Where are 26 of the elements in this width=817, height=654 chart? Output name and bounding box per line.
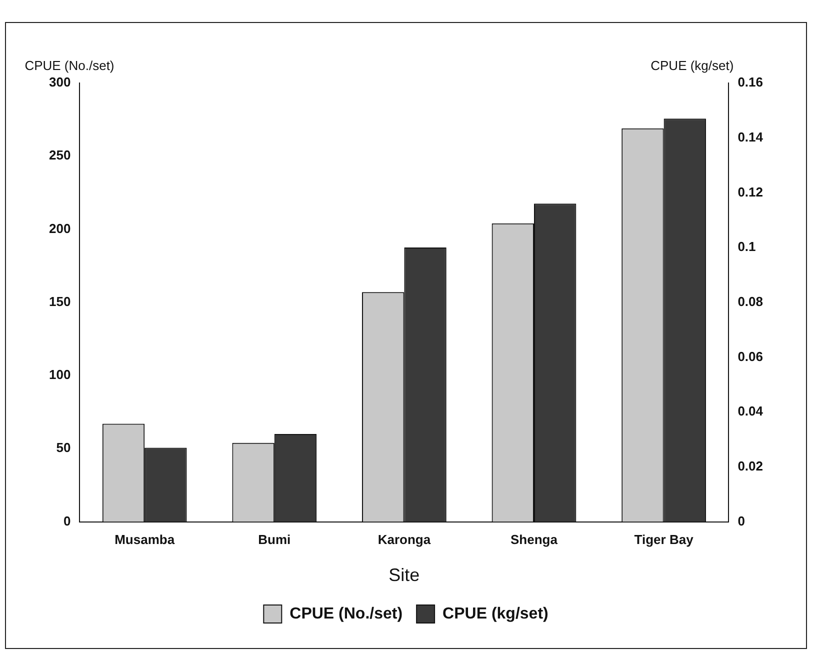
y2-tick-label: 0.06 <box>738 348 764 364</box>
y2-tick-label: 0.1 <box>738 239 756 254</box>
y2-tick-label: 0.08 <box>738 294 764 309</box>
y2-tick-label: 0.16 <box>738 74 764 90</box>
x-tick-label: Karonga <box>378 532 432 548</box>
y-axis-title: CPUE (No./set) <box>24 58 114 74</box>
y-tick-label: 50 <box>56 440 71 456</box>
y-tick-label: 200 <box>48 220 71 236</box>
y-tick-label: 100 <box>48 367 71 382</box>
y2-tick-label: 0.02 <box>738 458 764 474</box>
x-tick-label: Tiger Bay <box>634 532 694 548</box>
x-tick-label: Musamba <box>114 532 176 548</box>
y2-axis-title: CPUE (kg/set) <box>650 58 734 74</box>
x-tick-label: Bumi <box>258 532 291 548</box>
y-tick-label: 150 <box>48 294 71 309</box>
y2-tick-label: 0.14 <box>738 129 764 144</box>
x-tick-label: Shenga <box>510 532 558 548</box>
y-tick-label: 0 <box>63 513 71 528</box>
y-tick-label: 300 <box>48 74 71 90</box>
y2-tick-label: 0.04 <box>738 404 764 419</box>
y2-tick-label: 0 <box>738 513 745 528</box>
legend-label: CPUE (No./set) <box>290 605 403 622</box>
y-tick-label: 250 <box>48 148 71 163</box>
y2-tick-label: 0.12 <box>738 184 764 200</box>
x-axis-title: Site <box>388 565 420 586</box>
legend-label: CPUE (kg/set) <box>442 605 548 622</box>
